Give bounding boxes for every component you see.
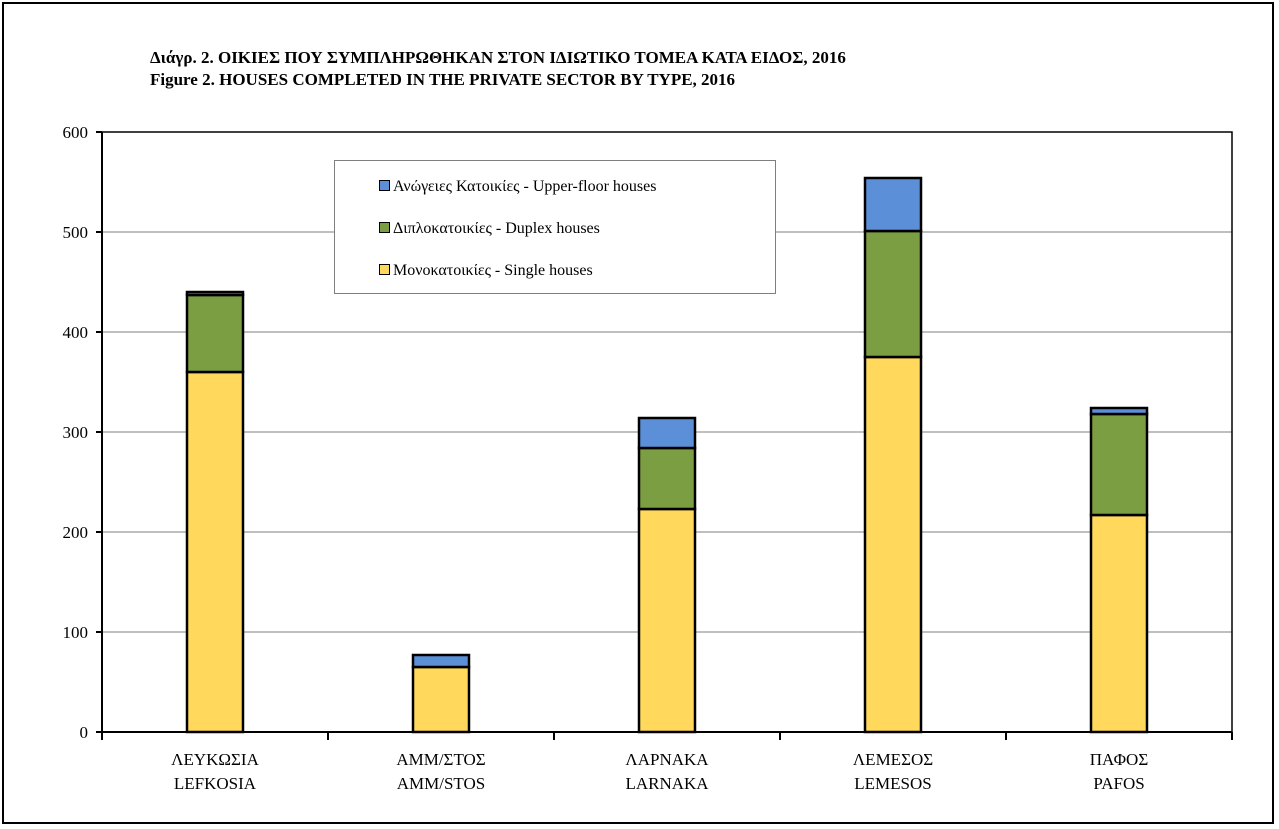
legend-label-duplex: Διπλοκατοικίες - Duplex houses (393, 220, 600, 237)
x-category-label: AMM/STOS (397, 774, 486, 793)
bar-segment-upper (1089, 406, 1149, 416)
legend-label-upper: Ανώγειες Κατοικίες - Upper-floor houses (393, 178, 657, 195)
legend-swatch-upper (379, 180, 390, 191)
y-tick-label: 100 (63, 623, 89, 642)
y-tick-label: 500 (63, 223, 89, 242)
legend-swatch-duplex (379, 222, 390, 233)
bar-segment-duplex (637, 446, 697, 511)
bar-segment-duplex (1089, 412, 1149, 517)
legend-label-single: Μονοκατοικίες - Single houses (393, 262, 593, 279)
bar-segment-duplex (185, 293, 245, 374)
chart-titles: Διάγρ. 2. ΟΙΚΙΕΣ ΠΟΥ ΣΥΜΠΛΗΡΩΘΗΚΑΝ ΣΤΟΝ … (150, 47, 846, 91)
y-tick-label: 0 (80, 723, 89, 742)
bar-segment-upper (637, 416, 697, 450)
bar-segment-single (637, 507, 697, 734)
x-category-label: LEFKOSIA (174, 774, 257, 793)
bar-segment-single (863, 355, 923, 734)
x-category-label: LEMESOS (854, 774, 931, 793)
bar-segment-upper (863, 176, 923, 233)
x-category-label: PAFOS (1093, 774, 1144, 793)
legend-swatch-single (379, 264, 390, 275)
x-category-label: ΛΑΡΝΑΚΑ (625, 750, 709, 769)
chart-legend: Ανώγειες Κατοικίες - Upper-floor houses … (334, 160, 776, 294)
y-tick-label: 600 (63, 123, 89, 142)
bar-segment-single (411, 665, 471, 734)
y-tick-label: 200 (63, 523, 89, 542)
legend-item-upper: Ανώγειες Κατοικίες - Upper-floor houses (379, 178, 656, 196)
x-category-label: LARNAKA (625, 774, 709, 793)
title-greek: Διάγρ. 2. ΟΙΚΙΕΣ ΠΟΥ ΣΥΜΠΛΗΡΩΘΗΚΑΝ ΣΤΟΝ … (150, 48, 846, 67)
bar-segment-duplex (863, 229, 923, 359)
bar-segment-single (1089, 513, 1149, 734)
plot-area-border (101, 131, 1233, 733)
y-tick-label: 400 (63, 323, 89, 342)
legend-item-duplex: Διπλοκατοικίες - Duplex houses (379, 220, 600, 238)
bar-segment-upper (185, 290, 245, 297)
bar-segment-single (185, 370, 245, 734)
x-category-label: ΑΜΜ/ΣΤΟΣ (396, 750, 485, 769)
x-category-label: ΛΕΥΚΩΣΙΑ (171, 750, 259, 769)
bar-segment-upper (411, 653, 471, 669)
legend-item-single: Μονοκατοικίες - Single houses (379, 262, 593, 280)
title-english: Figure 2. HOUSES COMPLETED IN THE PRIVAT… (150, 70, 736, 89)
x-category-label: ΠΑΦΟΣ (1090, 750, 1149, 769)
x-category-label: ΛΕΜΕΣΟΣ (853, 750, 933, 769)
y-tick-label: 300 (63, 423, 89, 442)
